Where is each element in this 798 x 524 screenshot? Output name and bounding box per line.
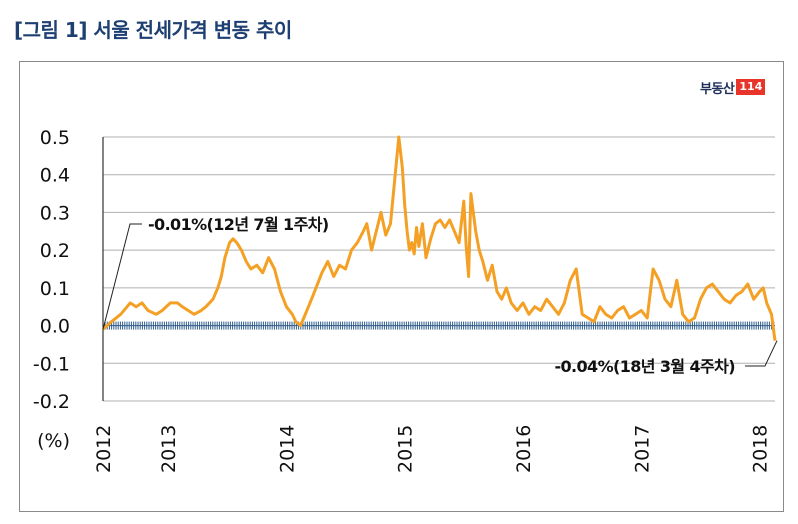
annotation-leader-line bbox=[745, 340, 778, 367]
y-tick-label: 0.0 bbox=[40, 316, 70, 338]
annotation-label: -0.04%(18년 3월 4주차) bbox=[554, 357, 735, 376]
annotation-label: -0.01%(12년 7월 1주차) bbox=[148, 215, 329, 234]
x-tick-label: 2012 bbox=[93, 425, 115, 473]
x-tick-label: 2015 bbox=[395, 425, 417, 473]
zero-band bbox=[103, 321, 775, 330]
x-tick-label: 2016 bbox=[513, 425, 535, 473]
x-tick-labels: 2012 2013 2014 2015 2016 2017 2018 bbox=[93, 425, 772, 473]
series-lines bbox=[101, 135, 777, 341]
x-tick-label: 2017 bbox=[631, 425, 653, 473]
x-tick-label: 2014 bbox=[276, 425, 298, 473]
logo: 부동산 114 bbox=[700, 77, 766, 97]
gridlines bbox=[103, 136, 775, 402]
series-line-0 bbox=[101, 135, 777, 341]
y-tick-label: 0.5 bbox=[40, 127, 70, 149]
x-tick-label: 2013 bbox=[158, 425, 180, 473]
annotations: -0.01%(12년 7월 1주차) -0.04%(18년 3월 4주차) bbox=[102, 215, 778, 376]
y-tick-label: 0.3 bbox=[40, 202, 70, 224]
y-tick-label: -0.2 bbox=[33, 391, 70, 413]
y-tick-label: -0.1 bbox=[33, 353, 70, 375]
y-tick-labels: 0.5 0.4 0.3 0.2 0.1 0.0 -0.1 -0.2 bbox=[33, 127, 70, 413]
logo-badge: 114 bbox=[736, 79, 766, 95]
chart-frame bbox=[19, 61, 784, 512]
y-tick-label: 0.1 bbox=[40, 278, 70, 300]
y-axis-unit: (%) bbox=[37, 430, 70, 452]
x-tick-label: 2018 bbox=[750, 425, 772, 473]
annotation-leader-line bbox=[102, 223, 142, 330]
y-tick-label: 0.2 bbox=[40, 240, 70, 262]
y-tick-label: 0.4 bbox=[40, 165, 70, 187]
logo-text: 부동산 bbox=[700, 81, 735, 97]
page-title: [그림 1] 서울 전세가격 변동 추이 bbox=[14, 18, 292, 42]
